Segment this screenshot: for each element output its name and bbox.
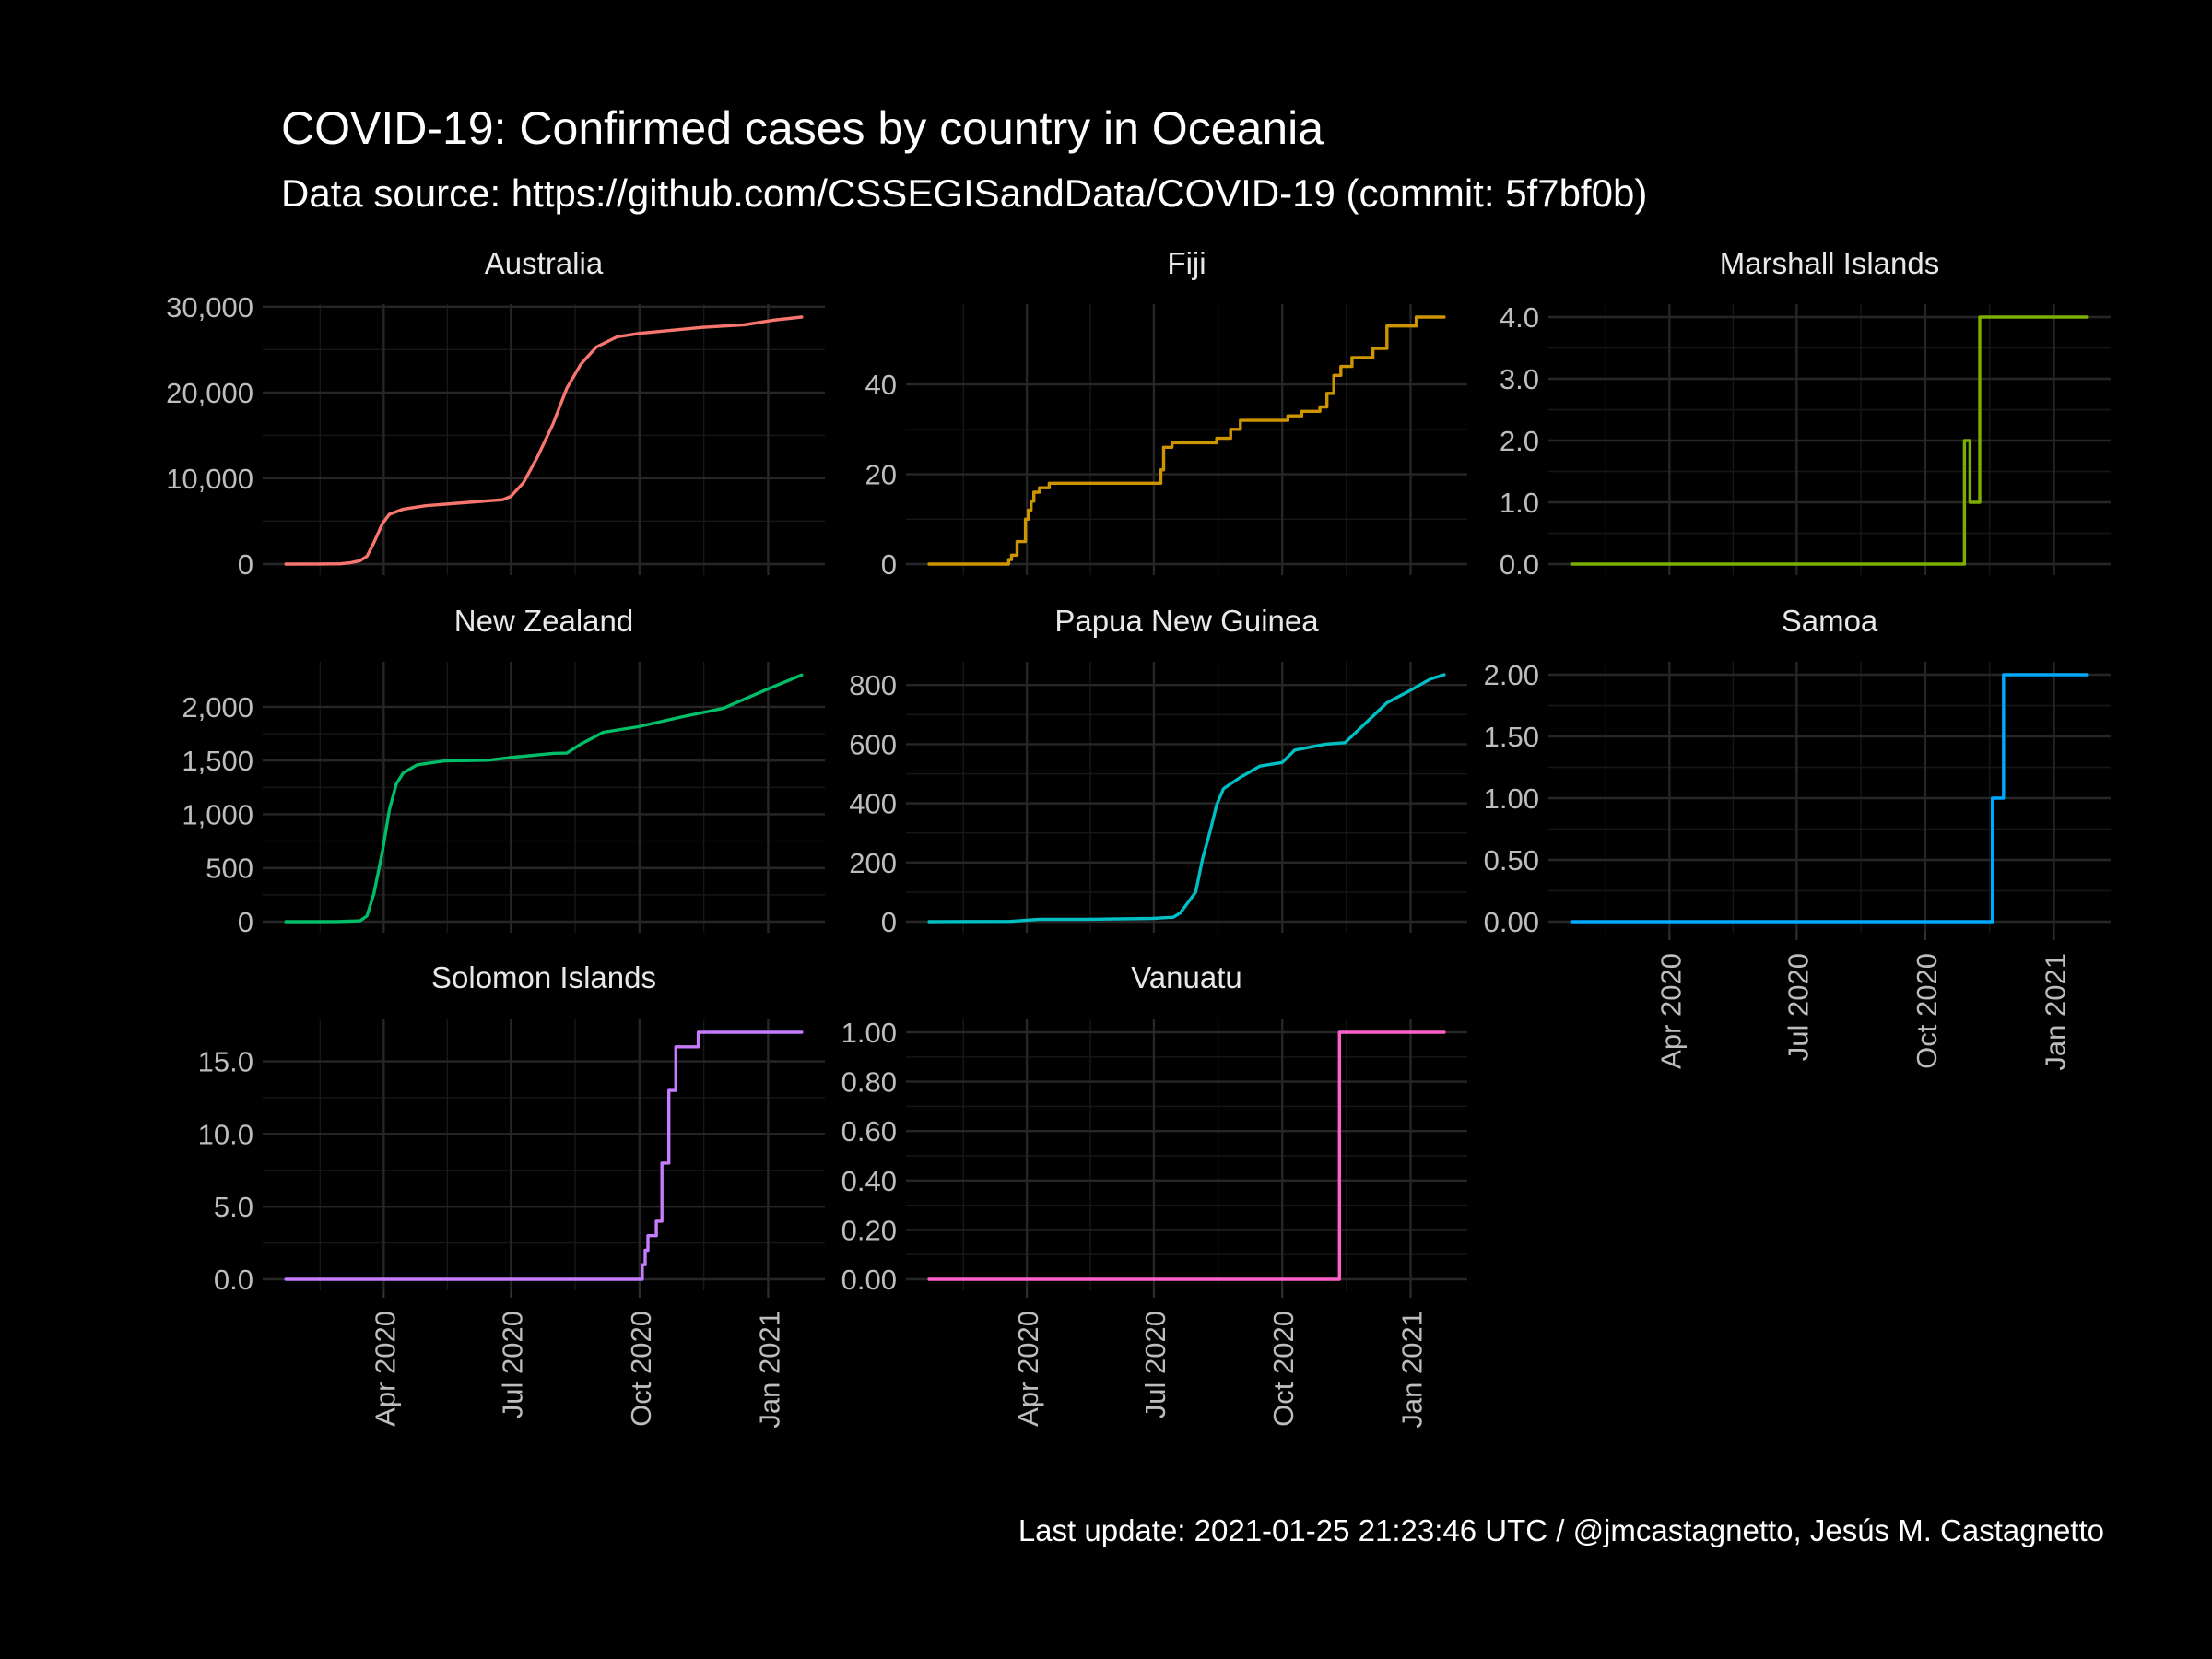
- x-tick-label: Jan 2021: [2039, 953, 2071, 1071]
- y-tick-label: 200: [849, 847, 897, 879]
- x-tick-label: Oct 2020: [625, 1311, 657, 1427]
- x-tick-label: Jan 2021: [753, 1311, 785, 1429]
- series-line: [927, 315, 1446, 566]
- panel-new-zealand: New Zealand 0 500 1,000 1,500 2,000: [182, 604, 825, 938]
- panel-samoa: Samoa 0.00 0.50 1.00 1.50 2.00 Apr 2020 Jul 202…: [1484, 604, 2111, 1071]
- chart-subtitle: Data source: https://github.com/CSSEGISa…: [281, 171, 1647, 215]
- panels: Australia 0 10,000 20,000 30,000 Fiji 0 20 40 Mar…: [166, 246, 2111, 1429]
- y-tick-label: 10.0: [198, 1118, 253, 1150]
- y-tick-label: 800: [849, 669, 897, 701]
- y-tick-label: 500: [206, 853, 253, 885]
- chart-title: COVID-19: Confirmed cases by country in …: [281, 102, 1324, 154]
- y-tick-label: 5.0: [214, 1191, 253, 1223]
- y-tick-label: 0.60: [841, 1115, 897, 1147]
- x-tick-label: Apr 2020: [1654, 953, 1687, 1069]
- series-line: [284, 1030, 804, 1281]
- panel-marshall-islands: Marshall Islands 0.0 1.0 2.0 3.0 4.0: [1500, 246, 2111, 581]
- panel-title: Fiji: [1167, 246, 1206, 280]
- y-tick-label: 0.00: [841, 1264, 897, 1296]
- panel-title: Samoa: [1782, 604, 1878, 638]
- y-tick-label: 400: [849, 788, 897, 820]
- y-tick-label: 3.0: [1500, 363, 1539, 395]
- y-tick-label: 1,000: [182, 798, 253, 830]
- y-tick-label: 20,000: [166, 377, 253, 409]
- y-tick-label: 1.00: [841, 1017, 897, 1049]
- x-tick-label: Jul 2020: [496, 1311, 528, 1418]
- y-tick-label: 0: [238, 906, 253, 938]
- panel-title: Papua New Guinea: [1054, 604, 1319, 638]
- x-tick-label: Apr 2020: [369, 1311, 401, 1427]
- y-tick-label: 10,000: [166, 463, 253, 495]
- y-tick-label: 1.50: [1484, 721, 1539, 753]
- y-tick-label: 2.0: [1500, 425, 1539, 457]
- y-tick-label: 1,500: [182, 745, 253, 777]
- y-tick-label: 4.0: [1500, 301, 1539, 334]
- panel-title: Marshall Islands: [1720, 246, 1939, 280]
- panel-title: Vanuatu: [1131, 960, 1242, 994]
- panel-title: New Zealand: [454, 604, 633, 638]
- y-tick-label: 30,000: [166, 291, 253, 324]
- y-tick-label: 0.50: [1484, 844, 1539, 877]
- panel-fiji: Fiji 0 20 40: [865, 246, 1467, 581]
- y-tick-label: 0.0: [214, 1264, 253, 1296]
- panel-vanuatu: Vanuatu 0.00 0.20 0.40 0.60 0.80 1.00 Apr 2020 J…: [841, 960, 1467, 1429]
- y-tick-label: 0: [238, 548, 253, 581]
- y-tick-label: 20: [865, 459, 897, 491]
- x-tick-label: Oct 2020: [1911, 953, 1943, 1069]
- y-tick-label: 0.00: [1484, 906, 1539, 938]
- series-line: [1570, 673, 2089, 924]
- panel-australia: Australia 0 10,000 20,000 30,000: [166, 246, 825, 581]
- y-tick-label: 0.40: [841, 1165, 897, 1197]
- series-line: [927, 1030, 1446, 1281]
- y-tick-label: 0: [881, 548, 897, 581]
- x-tick-label: Jul 2020: [1782, 953, 1814, 1061]
- y-tick-label: 600: [849, 728, 897, 760]
- panel-solomon-islands: Solomon Islands 0.0 5.0 10.0 15.0 Apr 2020 Jul…: [198, 960, 825, 1429]
- series-line: [927, 673, 1446, 924]
- y-tick-label: 15.0: [198, 1046, 253, 1078]
- series-line: [284, 315, 804, 566]
- y-tick-label: 1.00: [1484, 782, 1539, 815]
- y-tick-label: 0.80: [841, 1066, 897, 1099]
- y-tick-label: 40: [865, 369, 897, 401]
- panel-title: Solomon Islands: [431, 960, 656, 994]
- x-tick-label: Jul 2020: [1139, 1311, 1171, 1418]
- y-tick-label: 1.0: [1500, 487, 1539, 519]
- y-tick-label: 2,000: [182, 691, 253, 724]
- y-tick-label: 0.0: [1500, 548, 1539, 581]
- chart-caption: Last update: 2021-01-25 21:23:46 UTC / @…: [1018, 1513, 2104, 1547]
- series-line: [1570, 315, 2089, 566]
- x-tick-label: Apr 2020: [1012, 1311, 1044, 1427]
- y-tick-label: 0: [881, 906, 897, 938]
- y-tick-label: 2.00: [1484, 659, 1539, 691]
- x-tick-label: Jan 2021: [1396, 1311, 1429, 1429]
- y-tick-label: 0.20: [841, 1214, 897, 1246]
- panel-papua-new-guinea: Papua New Guinea 0 200 400 600 800: [849, 604, 1467, 938]
- series-line: [284, 673, 804, 924]
- panel-title: Australia: [485, 246, 604, 280]
- x-tick-label: Oct 2020: [1267, 1311, 1300, 1427]
